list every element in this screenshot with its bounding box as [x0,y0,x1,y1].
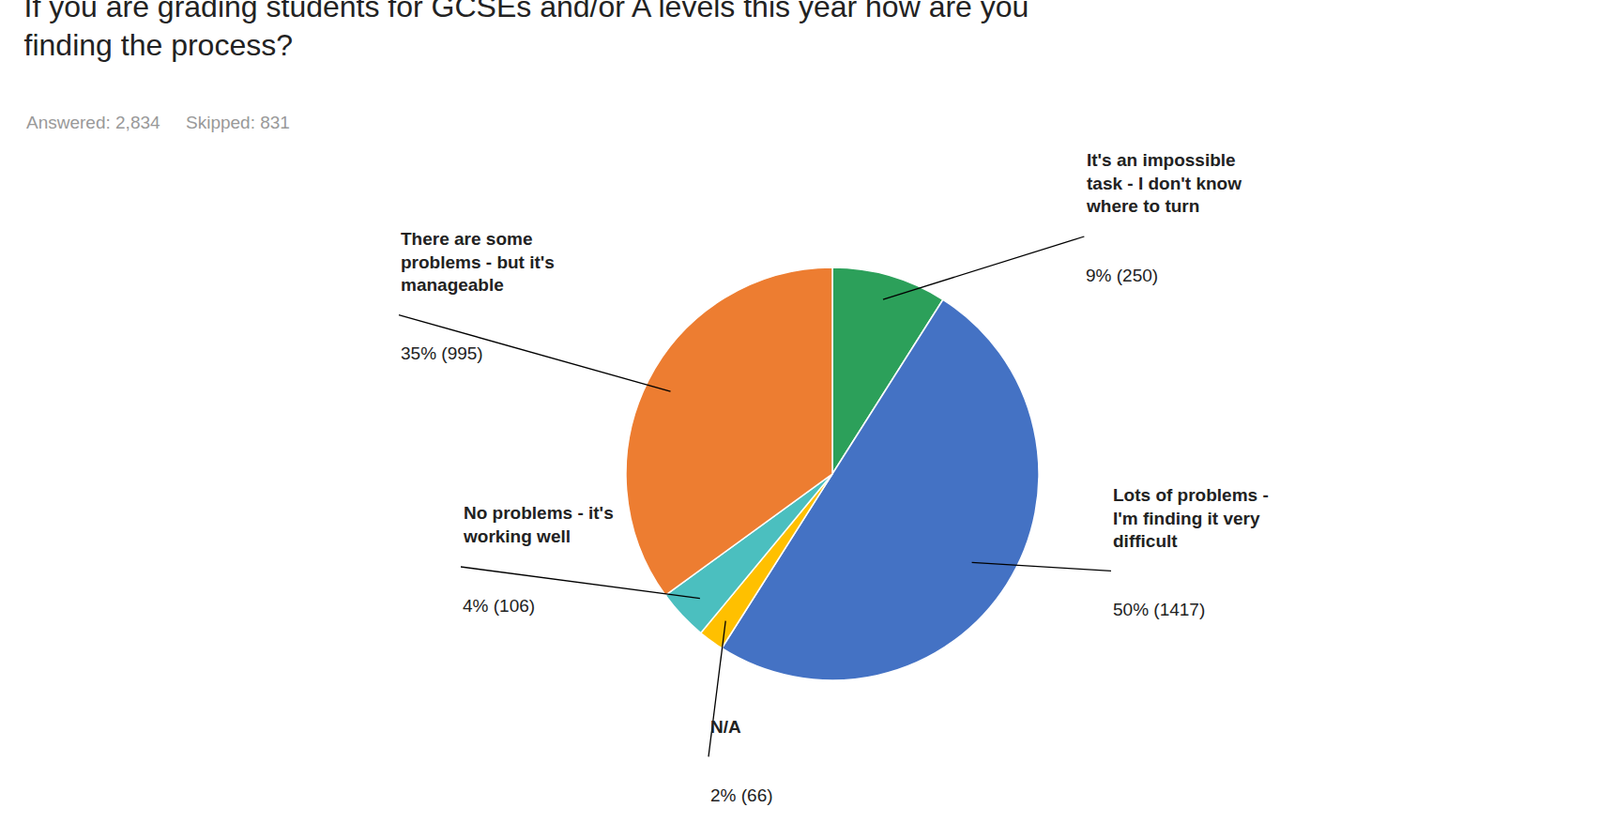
svg-text:No problems - it'sworking well: No problems - it'sworking well [462,502,614,547]
svg-text:9% (250): 9% (250) [1085,265,1159,286]
svg-text:35% (995): 35% (995) [400,343,484,364]
svg-text:It's an impossibletask - I don: It's an impossibletask - I don't knowwhe… [1085,150,1242,216]
svg-text:There are someproblems - but i: There are someproblems - but it'smanagea… [400,228,555,295]
svg-text:Skipped: 831: Skipped: 831 [185,112,290,133]
svg-text:Lots of problems -I'm finding: Lots of problems -I'm finding it verydif… [1112,485,1269,551]
svg-text:50% (1417): 50% (1417) [1112,599,1205,620]
svg-text:Answered: 2,834: Answered: 2,834 [26,112,161,133]
svg-text:4% (106): 4% (106) [462,595,535,616]
svg-text:N/A: N/A [710,716,742,737]
svg-text:2% (66): 2% (66) [710,785,774,806]
svg-text:If you are grading students fo: If you are grading students for GCSEs an… [24,0,1030,62]
